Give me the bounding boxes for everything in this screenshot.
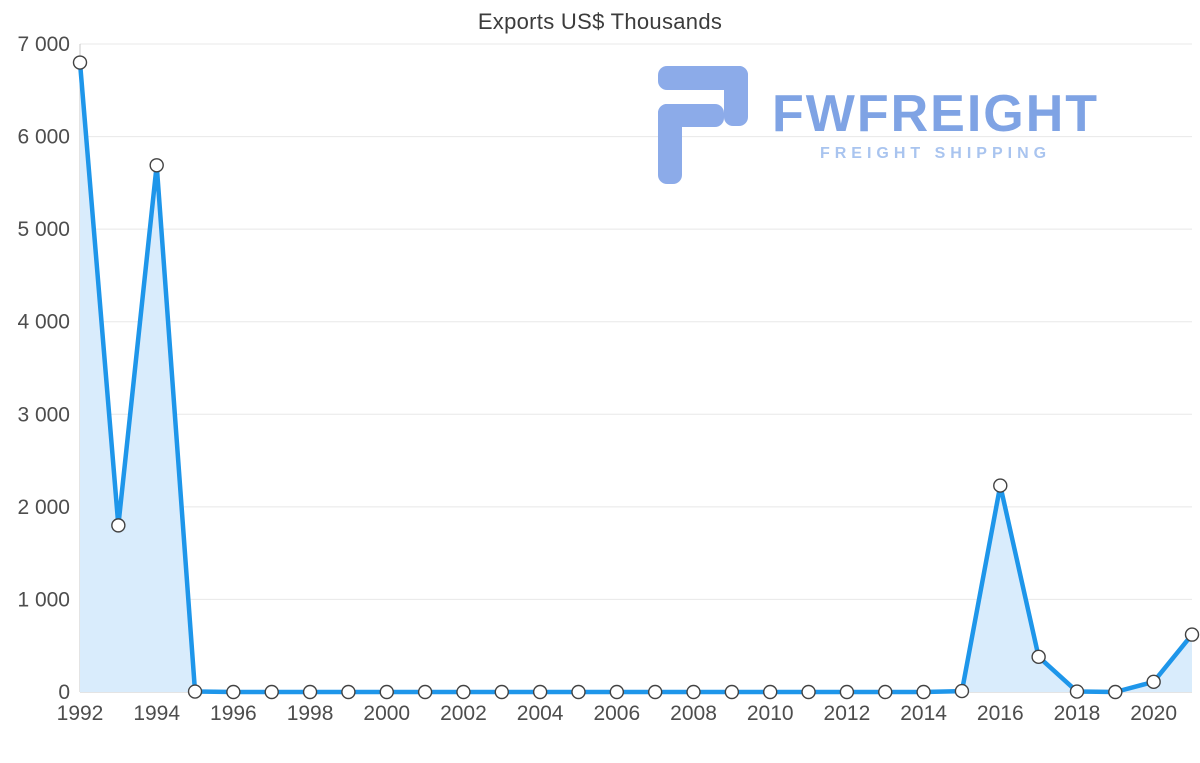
svg-text:1996: 1996	[210, 702, 257, 725]
svg-text:2006: 2006	[593, 702, 640, 725]
svg-text:2020: 2020	[1130, 702, 1177, 725]
svg-text:2002: 2002	[440, 702, 487, 725]
svg-text:3 000: 3 000	[17, 403, 70, 426]
svg-text:2004: 2004	[517, 702, 564, 725]
svg-text:6 000: 6 000	[17, 126, 70, 149]
svg-text:4 000: 4 000	[17, 311, 70, 334]
svg-text:5 000: 5 000	[17, 218, 70, 241]
svg-text:1 000: 1 000	[17, 588, 70, 611]
svg-text:2010: 2010	[747, 702, 794, 725]
svg-text:2 000: 2 000	[17, 496, 70, 519]
svg-text:2008: 2008	[670, 702, 717, 725]
svg-text:1998: 1998	[287, 702, 334, 725]
chart-title: Exports US$ Thousands	[477, 9, 723, 34]
svg-text:2018: 2018	[1054, 702, 1101, 725]
svg-text:2016: 2016	[977, 702, 1024, 725]
svg-text:1994: 1994	[133, 702, 180, 725]
svg-text:7 000: 7 000	[17, 33, 70, 56]
svg-text:2014: 2014	[900, 702, 947, 725]
svg-text:0: 0	[58, 681, 70, 704]
svg-text:2012: 2012	[824, 702, 871, 725]
svg-text:2000: 2000	[363, 702, 410, 725]
svg-text:1992: 1992	[57, 702, 104, 725]
